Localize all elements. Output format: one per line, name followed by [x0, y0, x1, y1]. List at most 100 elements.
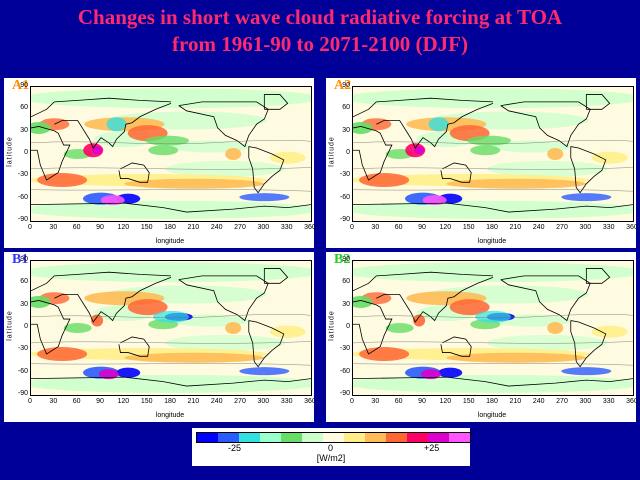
y-tick-label: -60	[17, 193, 28, 201]
map-panel-a1: A1 90 60 30 0 -30 -60 -90 0 30 60 90 120 150 180 210 240…	[4, 78, 316, 248]
x-tick-label: 90	[418, 398, 426, 405]
colorbar-swatch	[344, 433, 365, 442]
x-tick-label: 330	[602, 398, 615, 405]
x-tick-label: 120	[117, 398, 130, 405]
x-tick-label: 210	[509, 398, 522, 405]
x-tick-label: 120	[117, 224, 130, 231]
colorbar-swatch	[239, 433, 260, 442]
map-plot-area	[352, 86, 634, 222]
x-tick-label: 0	[28, 398, 32, 405]
map-plot-area	[30, 86, 312, 222]
x-tick-label: 240	[532, 398, 545, 405]
x-tick-label: 330	[602, 224, 615, 231]
colorbar-swatch	[407, 433, 428, 442]
y-tick-label: 60	[20, 278, 28, 286]
colorbar-swatch	[260, 433, 281, 442]
colorbar-swatch	[449, 433, 470, 442]
colorbar-swatch	[365, 433, 386, 442]
x-tick-label: 300	[257, 224, 270, 231]
x-tick-label: 270	[556, 224, 568, 231]
x-tick-label: 210	[187, 398, 200, 405]
colorbar-swatches	[196, 432, 471, 443]
map-plot-area	[30, 260, 312, 396]
figure-title: Changes in short wave cloud radiative fo…	[0, 4, 640, 58]
colorbar: -25 0 +25 [W/m2]	[192, 428, 471, 466]
x-tick-label: 360	[626, 398, 638, 405]
x-tick-label: 60	[72, 398, 81, 405]
x-tick-label: 0	[28, 224, 32, 231]
x-tick-label: 270	[234, 398, 246, 405]
colorbar-unit: [W/m2]	[316, 453, 346, 463]
map-panel-b2: B2 90 60 30 0 -30 -60 -90 0 30 60 90 120 150 180 210 240…	[326, 252, 638, 422]
y-tick-label: 30	[20, 126, 28, 134]
panel-label: A2	[334, 78, 352, 93]
y-tick-label: -90	[17, 216, 28, 223]
y-tick-label: -90	[339, 390, 350, 397]
map-panel-a2: A2 90 60 30 0 -30 -60 -90 0 30 60 90 120 150 180 210 240…	[326, 78, 638, 248]
y-tick-label: 60	[20, 104, 28, 112]
x-tick-label: 270	[234, 224, 246, 231]
x-tick-label: 150	[462, 398, 475, 405]
y-axis-label: latitude	[328, 310, 336, 341]
x-tick-label: 30	[371, 224, 380, 231]
x-tick-label: 300	[579, 224, 592, 231]
x-tick-label: 0	[350, 398, 354, 405]
y-tick-label: 0	[346, 323, 350, 330]
x-tick-label: 90	[418, 224, 426, 231]
colorbar-swatch	[197, 433, 218, 442]
x-tick-label: 0	[350, 224, 354, 231]
y-tick-label: 90	[342, 82, 350, 89]
x-tick-label: 180	[164, 398, 176, 405]
y-tick-label: 60	[342, 104, 350, 112]
x-tick-label: 120	[439, 224, 452, 231]
y-tick-label: -90	[339, 216, 350, 223]
y-tick-label: 30	[342, 300, 350, 308]
y-tick-label: 90	[342, 256, 350, 263]
x-tick-label: 180	[486, 398, 498, 405]
x-tick-label: 330	[280, 398, 293, 405]
y-axis-label: latitude	[6, 136, 14, 167]
colorbar-swatch	[323, 433, 344, 442]
x-tick-label: 60	[394, 398, 403, 405]
x-tick-label: 240	[210, 224, 223, 231]
y-tick-label: 90	[20, 82, 28, 89]
y-tick-label: -30	[17, 171, 28, 179]
x-axis-label: longitude	[477, 238, 507, 245]
x-tick-label: 360	[626, 224, 638, 231]
x-tick-label: 120	[439, 398, 452, 405]
y-tick-label: 30	[342, 126, 350, 134]
y-tick-label: 0	[24, 149, 28, 156]
y-tick-label: 0	[24, 323, 28, 330]
panel-label: A1	[12, 78, 30, 93]
x-axis-label: longitude	[155, 412, 185, 419]
x-tick-label: 30	[371, 398, 380, 405]
x-tick-label: 90	[96, 224, 104, 231]
y-tick-label: -30	[17, 345, 28, 353]
x-tick-label: 300	[579, 398, 592, 405]
map-plot-area	[352, 260, 634, 396]
x-tick-label: 300	[257, 398, 270, 405]
y-axis-label: latitude	[328, 136, 336, 167]
x-tick-label: 150	[462, 224, 475, 231]
y-tick-label: 90	[20, 256, 28, 263]
y-tick-label: -90	[17, 390, 28, 397]
x-tick-label: 210	[509, 224, 522, 231]
x-tick-label: 240	[532, 224, 545, 231]
x-tick-label: 180	[486, 224, 498, 231]
y-tick-label: 30	[20, 300, 28, 308]
x-tick-label: 210	[187, 224, 200, 231]
x-tick-label: 180	[164, 224, 176, 231]
colorbar-label-min: -25	[228, 443, 242, 453]
title-line-1: Changes in short wave cloud radiative fo…	[77, 5, 563, 29]
x-tick-label: 360	[304, 224, 316, 231]
y-tick-label: -30	[339, 171, 350, 179]
panel-label: B2	[334, 252, 351, 267]
x-tick-label: 150	[140, 224, 153, 231]
colorbar-swatch	[218, 433, 239, 442]
x-tick-label: 90	[96, 398, 104, 405]
x-tick-label: 30	[49, 224, 58, 231]
y-tick-label: -60	[17, 367, 28, 375]
y-tick-label: 60	[342, 278, 350, 286]
colorbar-swatch	[302, 433, 323, 442]
colorbar-label-zero: 0	[328, 443, 334, 453]
